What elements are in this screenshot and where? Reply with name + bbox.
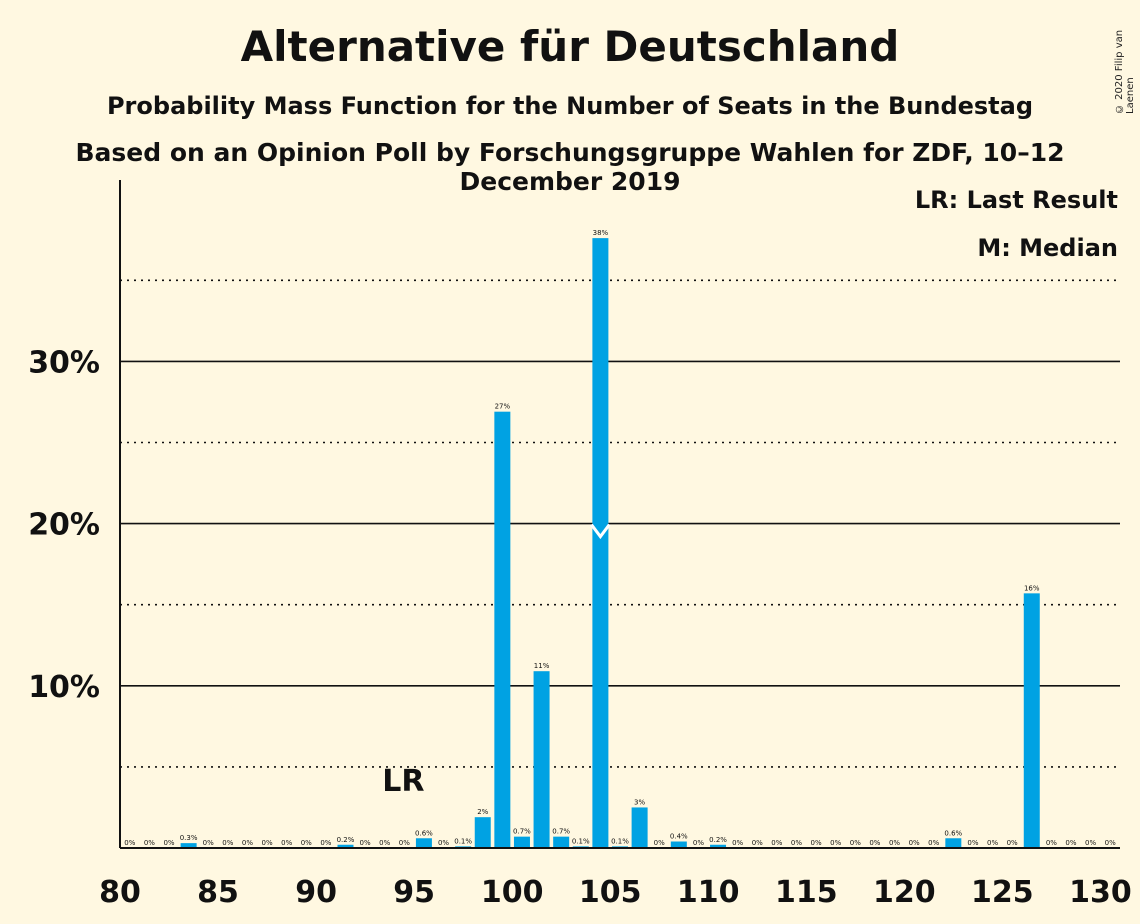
- bar-label-91: 0.2%: [337, 836, 355, 844]
- bar-126: [1023, 593, 1040, 848]
- bar-label-130: 0%: [1105, 839, 1116, 847]
- x-tick-label: 130: [1069, 875, 1132, 910]
- bar-label-82: 0%: [163, 839, 174, 847]
- x-tick-label: 85: [197, 875, 239, 910]
- bar-label-96: 0%: [438, 839, 449, 847]
- bar-label-121: 0%: [928, 839, 939, 847]
- bar-label-110: 0.2%: [709, 836, 727, 844]
- bar-label-109: 0%: [693, 839, 704, 847]
- bar-label-116: 0%: [830, 839, 841, 847]
- bar-label-117: 0%: [850, 839, 861, 847]
- bar-102: [553, 836, 570, 848]
- chart-title: Alternative für Deutschland: [240, 22, 900, 71]
- bar-106: [631, 807, 648, 848]
- chart-source: Based on an Opinion Poll by Forschungsgr…: [75, 138, 1065, 196]
- y-tick-label: 30%: [28, 345, 100, 380]
- bar-83: [180, 843, 197, 848]
- bar-99: [494, 411, 511, 848]
- bar-label-108: 0.4%: [670, 833, 688, 841]
- bar-100: [513, 836, 530, 848]
- bar-label-93: 0%: [379, 839, 390, 847]
- bar-108: [670, 841, 687, 848]
- bar-label-100: 0.7%: [513, 828, 531, 836]
- bar-label-98: 2%: [477, 808, 488, 816]
- bar-label-126: 16%: [1024, 584, 1040, 592]
- bar-label-120: 0%: [909, 839, 920, 847]
- bar-label-101: 11%: [534, 662, 550, 670]
- bar-label-115: 0%: [811, 839, 822, 847]
- bar-label-114: 0%: [791, 839, 802, 847]
- x-tick-label: 80: [99, 875, 141, 910]
- bar-label-89: 0%: [301, 839, 312, 847]
- legend-last-result: LR: Last Result: [914, 186, 1118, 214]
- x-tick-label: 125: [971, 875, 1034, 910]
- bar-label-125: 0%: [1007, 839, 1018, 847]
- bar-110: [710, 844, 727, 848]
- last-result-marker: LR: [382, 764, 424, 799]
- x-tick-label: 100: [481, 875, 544, 910]
- bar-label-123: 0%: [967, 839, 978, 847]
- bar-label-119: 0%: [889, 839, 900, 847]
- y-tick-label: 10%: [28, 670, 100, 705]
- bar-label-127: 0%: [1046, 839, 1057, 847]
- bar-label-128: 0%: [1065, 839, 1076, 847]
- bar-label-122: 0.6%: [944, 829, 962, 837]
- bar-label-104: 38%: [593, 229, 609, 237]
- bar-label-81: 0%: [144, 839, 155, 847]
- bar-label-99: 27%: [495, 403, 511, 411]
- bar-label-112: 0%: [752, 839, 763, 847]
- bar-label-84: 0%: [203, 839, 214, 847]
- bar-label-106: 3%: [634, 798, 645, 806]
- x-tick-label: 110: [677, 875, 740, 910]
- bar-label-102: 0.7%: [552, 828, 570, 836]
- y-tick-label: 20%: [28, 508, 100, 543]
- bar-label-129: 0%: [1085, 839, 1096, 847]
- bar-label-92: 0%: [360, 839, 371, 847]
- bar-122: [945, 838, 962, 848]
- median-marker: [590, 523, 611, 540]
- bar-label-113: 0%: [771, 839, 782, 847]
- bar-104: [592, 238, 609, 849]
- bar-label-103: 0.1%: [572, 837, 590, 845]
- bar-label-88: 0%: [281, 839, 292, 847]
- bar-label-124: 0%: [987, 839, 998, 847]
- bar-101: [533, 671, 550, 848]
- bar-label-80: 0%: [124, 839, 135, 847]
- bar-label-90: 0%: [320, 839, 331, 847]
- bar-98: [474, 817, 491, 848]
- bar-label-87: 0%: [262, 839, 273, 847]
- bar-label-105: 0.1%: [611, 837, 629, 845]
- x-tick-label: 90: [295, 875, 337, 910]
- bar-label-85: 0%: [222, 839, 233, 847]
- bar-label-118: 0%: [869, 839, 880, 847]
- bar-label-94: 0%: [399, 839, 410, 847]
- x-tick-label: 120: [873, 875, 936, 910]
- bar-label-86: 0%: [242, 839, 253, 847]
- x-tick-label: 95: [393, 875, 435, 910]
- bar-label-97: 0.1%: [454, 837, 472, 845]
- bar-label-111: 0%: [732, 839, 743, 847]
- chart-subtitle: Probability Mass Function for the Number…: [106, 92, 1034, 120]
- bar-label-95: 0.6%: [415, 829, 433, 837]
- x-tick-label: 115: [775, 875, 838, 910]
- x-tick-label: 105: [579, 875, 642, 910]
- bar-label-107: 0%: [654, 839, 665, 847]
- bar-95: [415, 838, 432, 848]
- bar-91: [337, 844, 354, 848]
- bar-label-83: 0.3%: [180, 834, 198, 842]
- legend-median: M: Median: [977, 234, 1118, 262]
